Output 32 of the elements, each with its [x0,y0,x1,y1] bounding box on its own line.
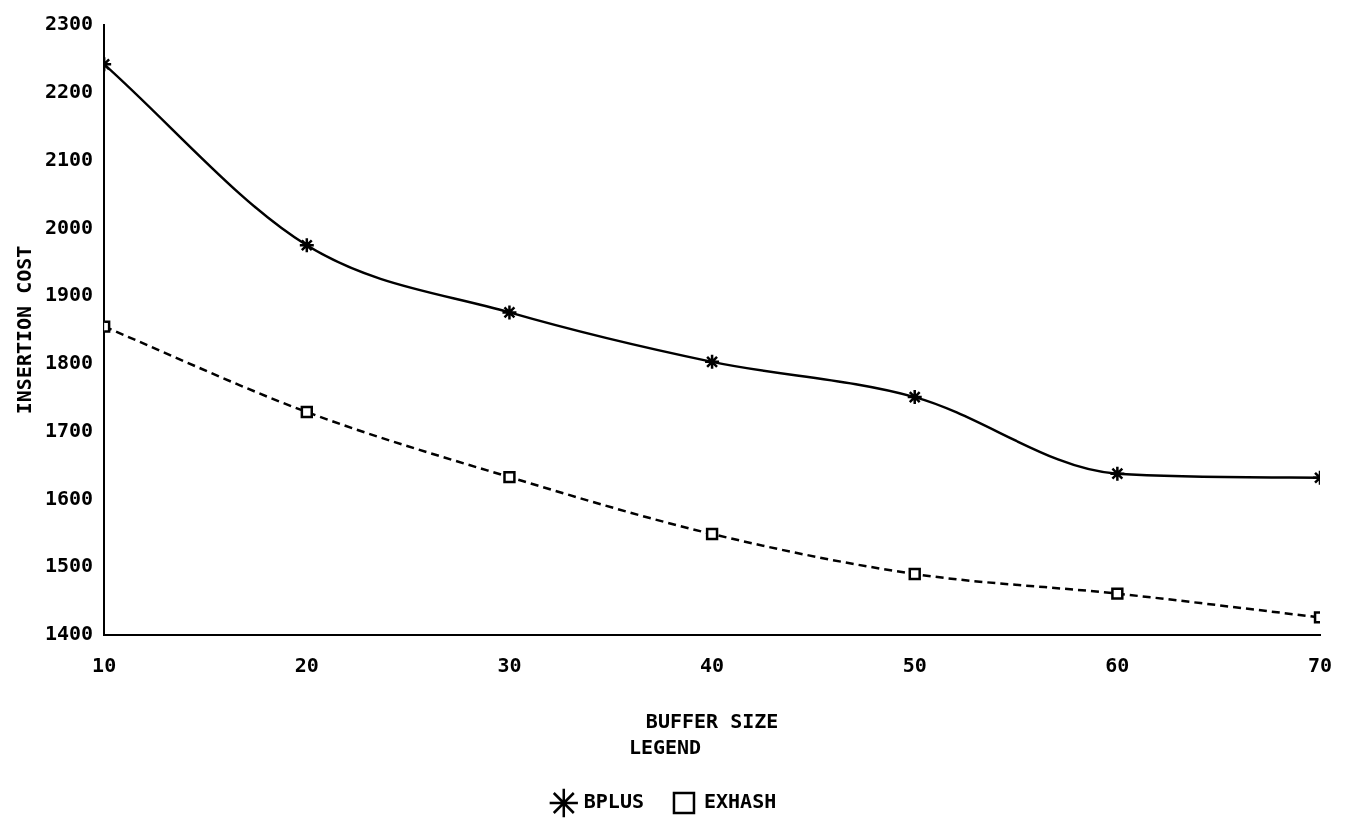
y-tick-label: 1600 [44,485,94,510]
point [298,237,316,254]
point [908,567,921,581]
x-tick-label: 30 [497,653,522,678]
x-tick-label: 60 [1105,653,1130,678]
y-tick-label: 1400 [44,621,94,646]
y-tick-label: 1500 [44,553,94,578]
y-tick-label: 1800 [44,350,94,375]
x-tick-label: 40 [700,653,725,678]
y-tick-label: 1700 [44,417,94,442]
point [501,304,518,321]
x-tick-label: 10 [92,653,117,678]
y-axis-title: INSERTION COST [12,245,37,415]
y-tick-label: 2200 [44,78,94,103]
x-axis-title: BUFFER SIZE [645,709,779,734]
y-tick-label: 1900 [44,282,94,307]
point [703,353,721,371]
x-tick-label: 50 [902,653,927,678]
legend-label: BPLUS [583,789,644,814]
x-tick-label: 70 [1307,653,1333,678]
x-tick-label: 20 [294,653,319,678]
point [705,527,719,541]
legend-label: EXHASH [703,789,777,814]
point [503,470,516,484]
y-tick-label: 2300 [44,11,94,36]
legend-title: LEGEND [628,735,702,760]
y-tick-label: 2000 [44,214,94,239]
y-tick-label: 2100 [44,146,94,171]
point [1109,465,1126,482]
point [300,405,313,419]
point [1111,587,1124,600]
point [906,388,923,406]
